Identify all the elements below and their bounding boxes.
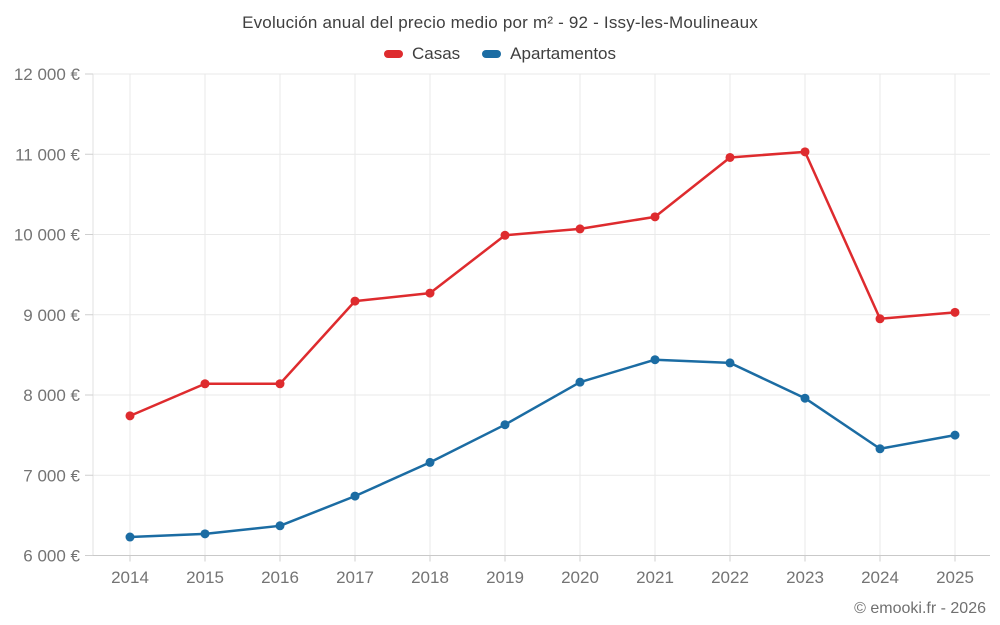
data-point-apartamentos[interactable] — [350, 491, 360, 501]
series-line-casas — [128, 150, 957, 418]
data-point-apartamentos[interactable] — [200, 529, 210, 539]
data-point-apartamentos[interactable] — [275, 521, 285, 531]
series-line-apartamentos — [128, 358, 957, 539]
x-axis-label: 2014 — [111, 568, 149, 587]
legend-item-casas[interactable]: Casas — [383, 44, 461, 64]
data-point-casas[interactable] — [875, 314, 885, 324]
data-point-apartamentos[interactable] — [425, 457, 435, 467]
y-axis-label: 9 000 € — [23, 306, 80, 325]
data-point-casas[interactable] — [425, 288, 435, 298]
watermark: © emooki.fr - 2026 — [854, 600, 986, 617]
data-point-casas[interactable] — [650, 212, 660, 222]
y-axis-label: 10 000 € — [14, 226, 81, 245]
data-point-casas[interactable] — [950, 307, 960, 317]
data-point-casas[interactable] — [725, 152, 735, 162]
x-axis-label: 2019 — [486, 568, 524, 587]
chart-title: Evolución anual del precio medio por m² … — [242, 13, 758, 32]
data-point-casas[interactable] — [500, 230, 510, 240]
x-axis-label: 2015 — [186, 568, 224, 587]
data-point-casas[interactable] — [575, 224, 585, 234]
data-point-apartamentos[interactable] — [875, 444, 885, 454]
legend-label-apartamentos: Apartamentos — [510, 44, 617, 63]
x-axis-label: 2020 — [561, 568, 599, 587]
data-point-apartamentos[interactable] — [725, 358, 735, 368]
x-axis-label: 2016 — [261, 568, 299, 587]
x-axis-label: 2024 — [861, 568, 899, 587]
data-point-casas[interactable] — [200, 379, 210, 389]
data-point-apartamentos[interactable] — [950, 430, 960, 440]
y-axis-label: 6 000 € — [23, 547, 80, 566]
x-axis-label: 2023 — [786, 568, 824, 587]
y-axis-label: 7 000 € — [23, 466, 80, 485]
legend: Casas Apartamentos — [0, 44, 1000, 64]
x-axis-label: 2025 — [936, 568, 974, 587]
data-point-apartamentos[interactable] — [575, 377, 585, 387]
data-point-casas[interactable] — [125, 411, 135, 421]
x-axis-label: 2017 — [336, 568, 374, 587]
data-point-apartamentos[interactable] — [650, 355, 660, 365]
x-axis-label: 2021 — [636, 568, 674, 587]
y-axis-label: 11 000 € — [15, 145, 80, 164]
y-axis-label: 12 000 € — [14, 65, 81, 84]
x-axis-label: 2018 — [411, 568, 449, 587]
y-axis-label: 8 000 € — [23, 386, 80, 405]
data-point-apartamentos[interactable] — [500, 420, 510, 430]
data-point-casas[interactable] — [800, 147, 810, 157]
data-point-apartamentos[interactable] — [125, 532, 135, 542]
apartamentos-series-swatch-icon — [482, 50, 502, 58]
data-point-casas[interactable] — [350, 296, 360, 306]
casas-series-swatch-icon — [383, 50, 403, 58]
legend-item-apartamentos[interactable]: Apartamentos — [482, 44, 616, 64]
x-axis-label: 2022 — [711, 568, 749, 587]
data-point-casas[interactable] — [275, 379, 285, 389]
legend-label-casas: Casas — [411, 44, 461, 63]
data-point-apartamentos[interactable] — [800, 393, 810, 403]
